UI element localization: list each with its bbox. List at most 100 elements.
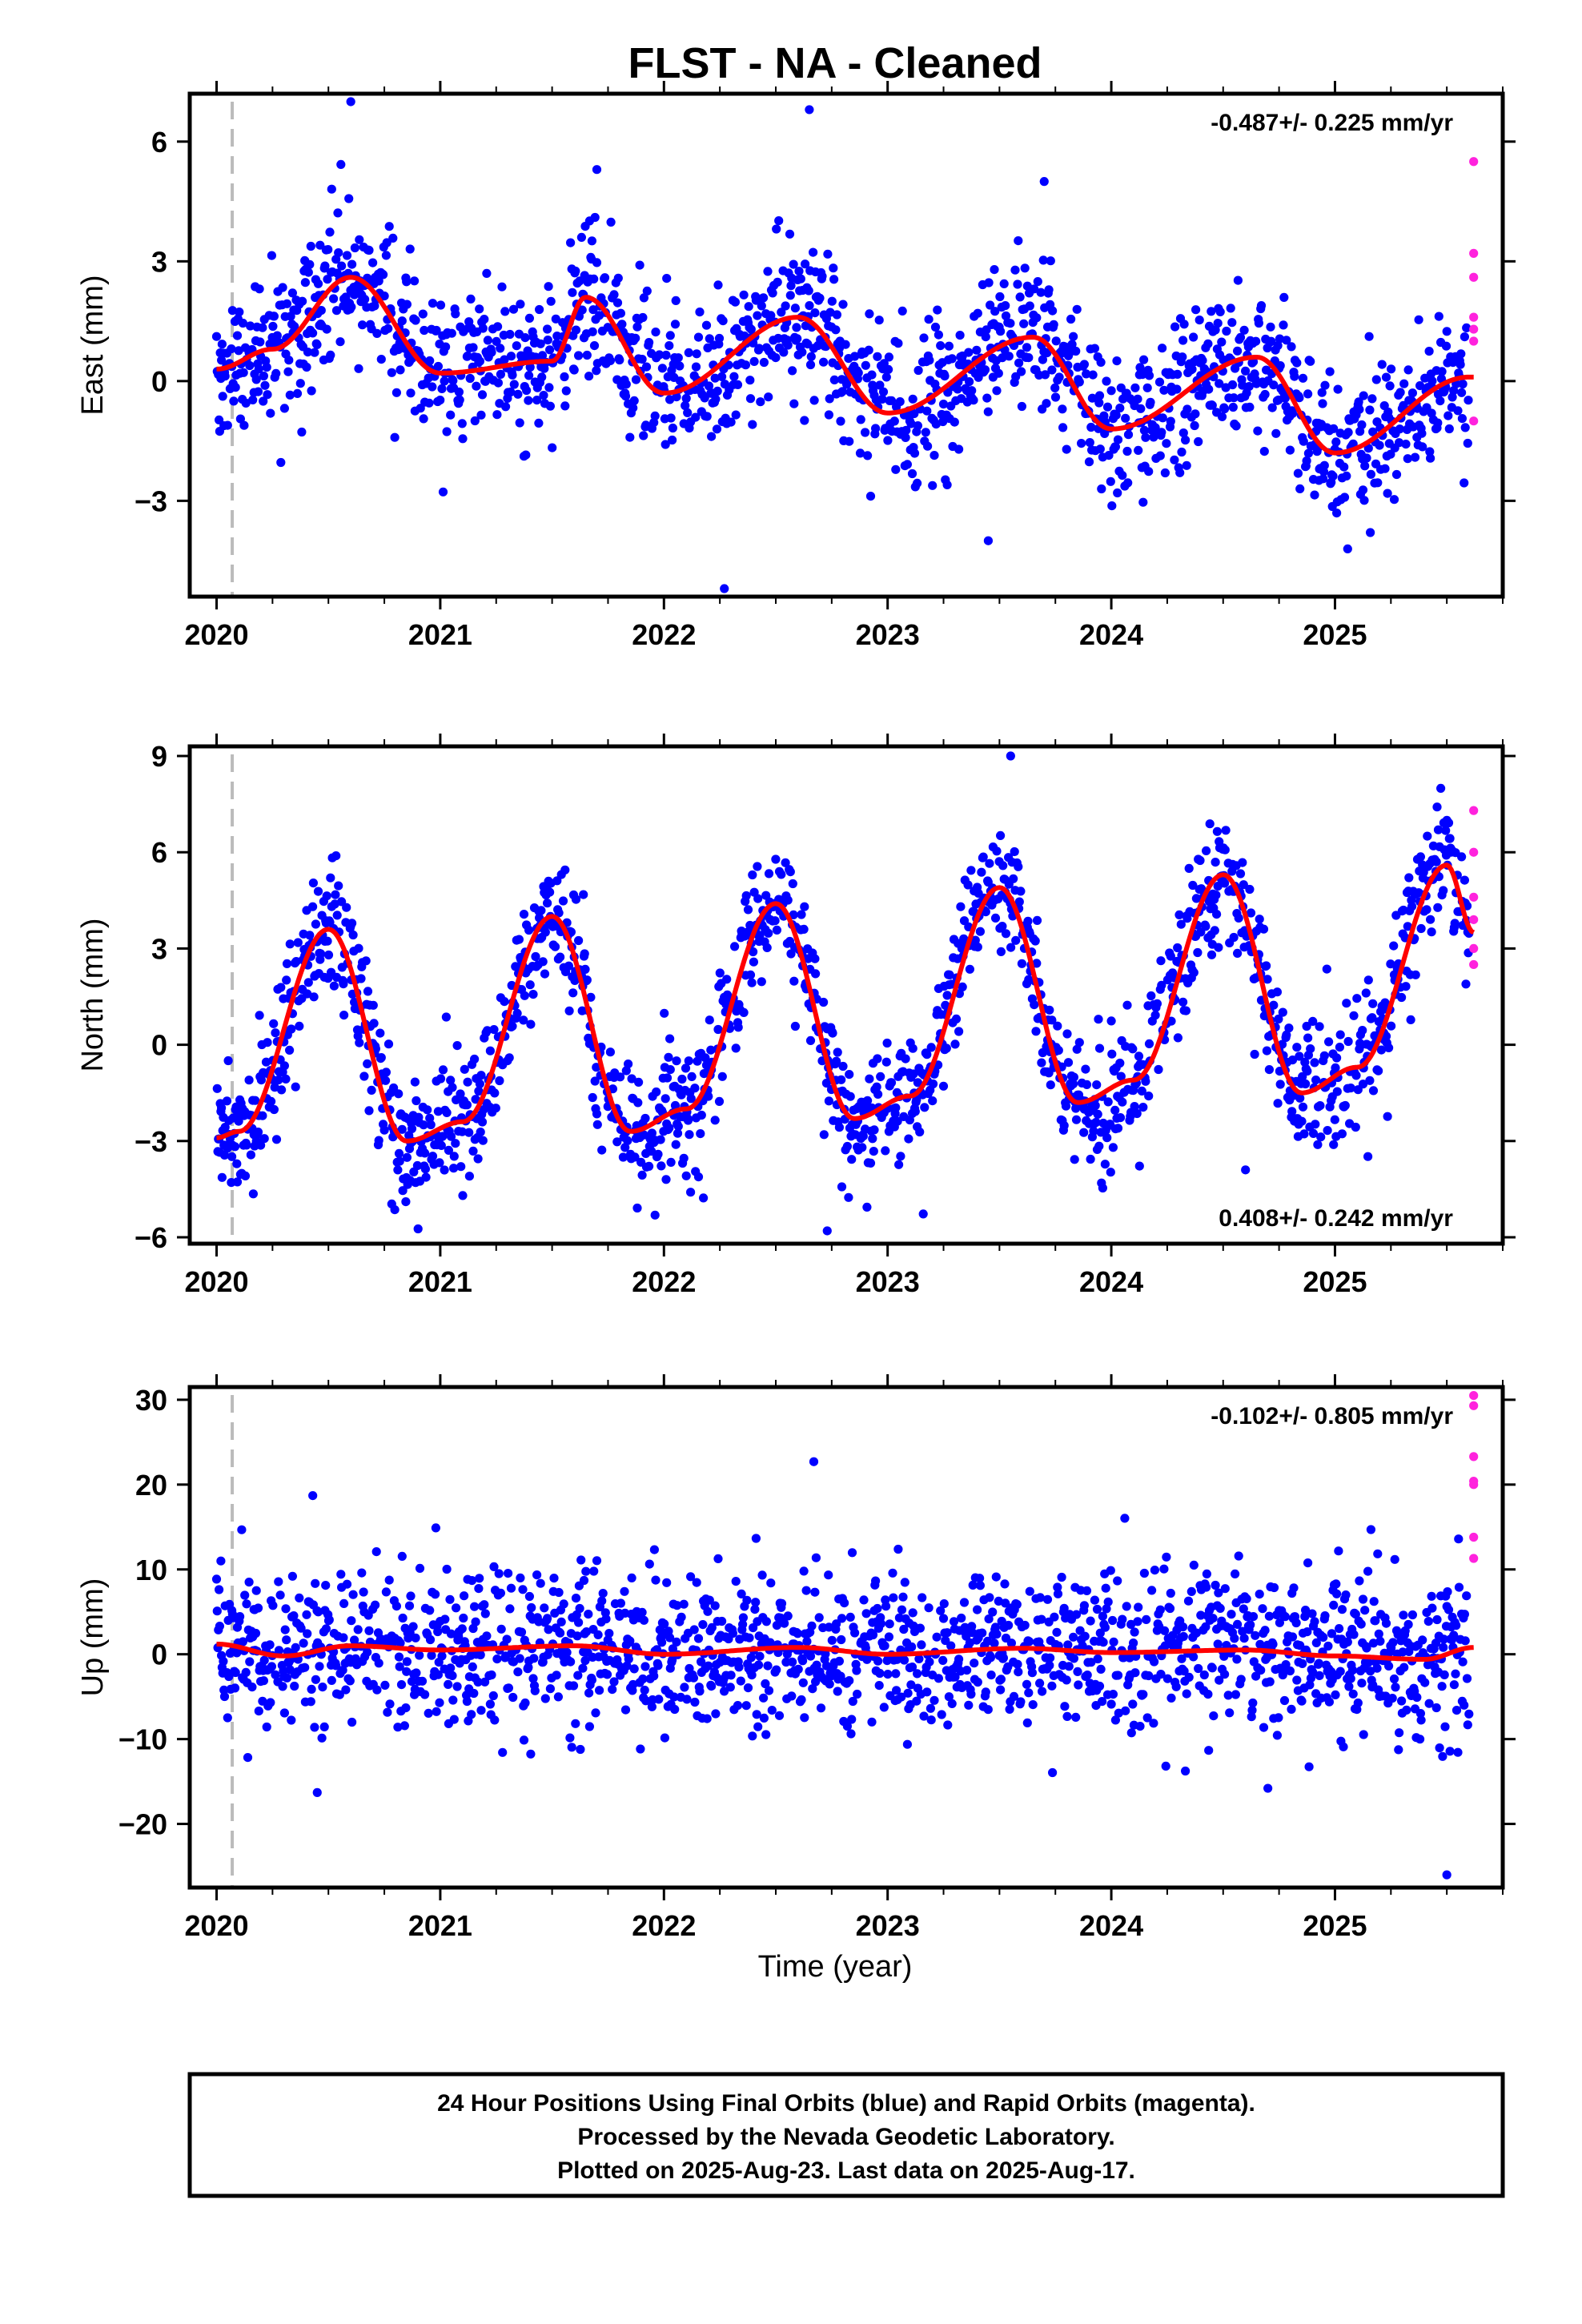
final-orbit-point xyxy=(781,858,790,867)
final-orbit-point xyxy=(609,1677,619,1687)
final-orbit-point xyxy=(1004,352,1014,361)
final-orbit-point xyxy=(919,333,929,343)
final-orbit-point xyxy=(1037,1058,1046,1068)
final-orbit-point xyxy=(1205,819,1215,829)
final-orbit-point xyxy=(260,380,270,390)
final-orbit-point xyxy=(334,881,343,891)
final-orbit-point xyxy=(951,1014,962,1023)
final-orbit-point xyxy=(1299,436,1308,446)
final-orbit-point xyxy=(1235,332,1246,342)
final-orbit-point xyxy=(845,1092,855,1101)
final-orbit-point xyxy=(1269,1582,1279,1593)
final-orbit-point xyxy=(1211,1580,1220,1590)
final-orbit-point xyxy=(736,1676,745,1686)
final-orbit-point xyxy=(1202,846,1211,855)
final-orbit-point xyxy=(1086,1658,1096,1667)
final-orbit-point xyxy=(1196,884,1207,894)
final-orbit-point xyxy=(801,1586,811,1595)
rapid-orbit-point xyxy=(1469,1390,1479,1401)
final-orbit-point xyxy=(759,1693,769,1703)
final-orbit-point xyxy=(981,1687,990,1697)
final-orbit-point xyxy=(977,867,986,877)
final-orbit-point xyxy=(1344,1682,1354,1691)
final-orbit-point xyxy=(1233,948,1243,958)
final-orbit-point xyxy=(532,1570,542,1580)
final-orbit-point xyxy=(898,1592,908,1602)
up-panel: 2020 2021 2022 2023 2024 2025−20−100102030Up … xyxy=(76,1374,1516,1942)
rapid-orbit-point xyxy=(1469,272,1479,282)
final-orbit-point xyxy=(827,296,837,306)
final-orbit-point xyxy=(592,1109,602,1119)
final-orbit-point xyxy=(1410,452,1420,462)
final-orbit-point xyxy=(1340,1100,1350,1111)
final-orbit-point xyxy=(999,279,1009,288)
final-orbit-point xyxy=(666,1157,676,1167)
final-orbit-point xyxy=(1166,951,1175,961)
final-orbit-point xyxy=(728,1628,738,1638)
final-orbit-point xyxy=(579,1575,589,1586)
final-orbit-point xyxy=(623,1136,632,1145)
final-orbit-point xyxy=(433,1670,444,1679)
final-orbit-point xyxy=(269,1104,279,1115)
final-orbit-point xyxy=(753,894,763,903)
final-orbit-point xyxy=(1297,1696,1307,1706)
final-orbit-point xyxy=(1166,416,1175,426)
final-orbit-point xyxy=(650,1210,660,1220)
final-orbit-point xyxy=(683,1116,693,1125)
final-orbit-point xyxy=(809,396,819,405)
up-plot-area xyxy=(211,1395,1474,1888)
final-orbit-point xyxy=(303,989,312,999)
final-orbit-point xyxy=(1193,947,1203,958)
final-orbit-point xyxy=(364,245,374,255)
final-orbit-point xyxy=(1245,884,1255,895)
final-orbit-point xyxy=(781,301,790,311)
final-orbit-point xyxy=(660,1733,670,1743)
final-orbit-point xyxy=(432,325,441,336)
final-orbit-point xyxy=(504,1053,514,1063)
final-orbit-point xyxy=(344,194,354,203)
final-orbit-point xyxy=(433,1107,444,1116)
final-orbit-point xyxy=(980,365,990,375)
final-orbit-point xyxy=(519,1735,529,1745)
final-orbit-point xyxy=(1141,1076,1150,1086)
final-orbit-point xyxy=(1343,544,1352,554)
final-orbit-point xyxy=(278,1682,287,1691)
final-orbit-point xyxy=(342,1579,352,1589)
final-orbit-point xyxy=(620,1705,631,1715)
final-orbit-point xyxy=(1158,344,1167,353)
final-orbit-point xyxy=(1449,386,1459,396)
final-orbit-point xyxy=(1096,1664,1106,1674)
final-orbit-point xyxy=(489,1025,499,1035)
final-orbit-point xyxy=(1442,327,1452,336)
final-orbit-point xyxy=(1014,358,1024,368)
final-orbit-point xyxy=(1319,474,1328,484)
final-orbit-point xyxy=(1042,399,1051,408)
final-orbit-point xyxy=(1025,1637,1034,1647)
final-orbit-point xyxy=(923,441,933,451)
final-orbit-point xyxy=(582,350,592,360)
final-orbit-point xyxy=(1214,943,1223,952)
final-orbit-point xyxy=(1137,1086,1146,1096)
final-orbit-point xyxy=(634,1077,644,1087)
final-orbit-point xyxy=(478,1136,488,1145)
final-orbit-point xyxy=(1114,1708,1123,1718)
final-orbit-point xyxy=(996,830,1006,840)
final-orbit-point xyxy=(1295,484,1305,494)
final-orbit-point xyxy=(321,1581,331,1590)
final-orbit-point xyxy=(1278,1007,1287,1017)
final-orbit-point xyxy=(618,1152,628,1162)
final-orbit-point xyxy=(1352,994,1362,1003)
north-axes-frame xyxy=(187,744,1505,1246)
final-orbit-point xyxy=(713,1024,723,1035)
final-orbit-point xyxy=(470,1054,480,1064)
final-orbit-point xyxy=(244,1076,254,1085)
final-orbit-point xyxy=(338,1666,347,1675)
final-orbit-point xyxy=(1149,1719,1158,1728)
final-orbit-point xyxy=(506,1583,516,1593)
final-orbit-point xyxy=(785,867,795,877)
final-orbit-point xyxy=(1250,1049,1259,1059)
final-orbit-point xyxy=(1407,388,1417,398)
rapid-orbit-point xyxy=(1469,1401,1479,1410)
final-orbit-point xyxy=(1399,379,1409,388)
final-orbit-point xyxy=(569,365,579,375)
